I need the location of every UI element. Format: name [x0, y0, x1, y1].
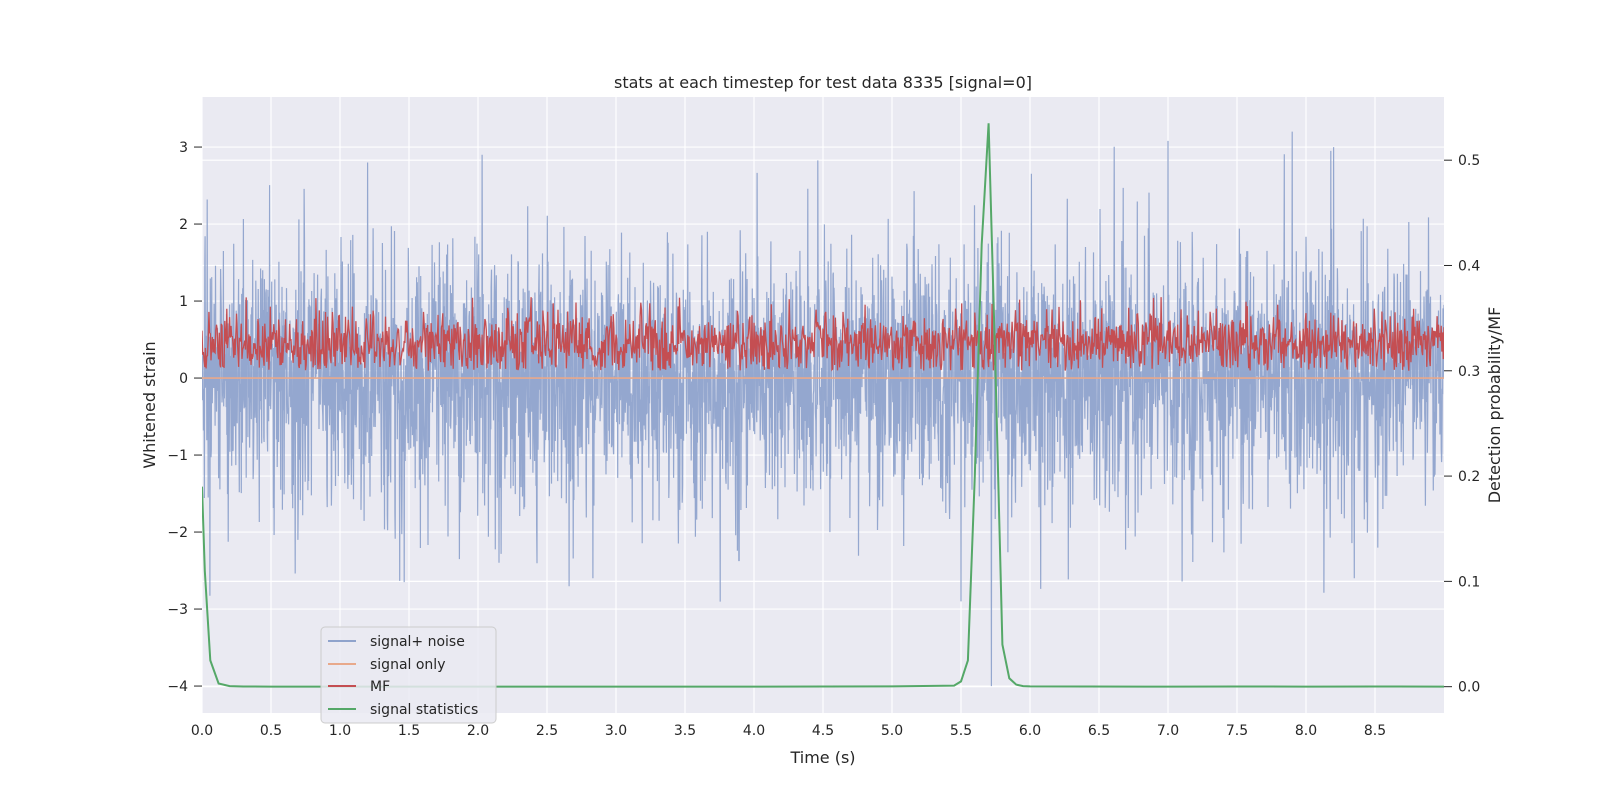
- legend-box: [320, 626, 497, 724]
- x-tick-label: 7.0: [1157, 723, 1179, 739]
- x-tick-label: 6.0: [1019, 723, 1041, 739]
- x-tick-label: 5.0: [881, 723, 903, 739]
- x-tick-label: 4.0: [743, 723, 765, 739]
- legend-label-signal-only: signal only: [370, 657, 445, 673]
- y2-axis-label: Detection probability/MF: [1485, 307, 1504, 504]
- y2-tick-label: 0.4: [1458, 258, 1480, 274]
- legend-item-signal-statistics: signal statistics: [328, 702, 478, 718]
- y-tick-label: −3: [167, 602, 188, 618]
- x-tick-label: 5.5: [950, 723, 972, 739]
- x-tick-label: 3.0: [605, 723, 627, 739]
- y-tick-label: 3: [179, 140, 188, 156]
- x-tick-label: 7.5: [1226, 723, 1248, 739]
- y-tick-label: −4: [167, 679, 188, 695]
- x-tick-label: 2.5: [536, 723, 558, 739]
- legend-label-signal-noise: signal+ noise: [370, 634, 465, 650]
- y-axis-label: Whitened strain: [140, 341, 159, 468]
- x-tick-label: 0.5: [260, 723, 282, 739]
- x-tick-label: 6.5: [1088, 723, 1110, 739]
- chart-title: stats at each timestep for test data 833…: [614, 73, 1032, 92]
- legend-item-mf: MF: [328, 679, 390, 695]
- x-tick-label: 1.0: [329, 723, 351, 739]
- x-tick-label: 3.5: [674, 723, 696, 739]
- legend-label-signal-statistics: signal statistics: [370, 702, 478, 718]
- y-tick-label: 2: [179, 217, 188, 233]
- x-tick-label: 8.0: [1295, 723, 1317, 739]
- y2-tick-label: 0.5: [1458, 153, 1480, 169]
- series-signal-noise-line: [202, 131, 1444, 687]
- x-axis-label: Time (s): [789, 748, 855, 767]
- legend-label-mf: MF: [370, 679, 390, 695]
- y2-tick-label: 0.1: [1458, 574, 1480, 590]
- legend: signal+ noise signal only MF signal stat…: [320, 626, 497, 724]
- y2-axis-ticks: 0.0 0.1 0.2 0.3 0.4 0.5: [1444, 153, 1480, 696]
- y2-tick-label: 0.3: [1458, 364, 1480, 380]
- x-axis-ticks: 0.0 0.5 1.0 1.5 2.0 2.5 3.0 3.5 4.0 4.5 5.0 5.5 6.0 6…: [191, 723, 1386, 739]
- y-tick-label: −1: [167, 448, 188, 464]
- x-tick-label: 1.5: [398, 723, 420, 739]
- legend-item-signal-only: signal only: [328, 657, 445, 673]
- x-tick-label: 2.0: [467, 723, 489, 739]
- series-mf-line: [202, 297, 1444, 372]
- y-tick-label: −2: [167, 525, 188, 541]
- y-axis-ticks: −4 −3 −2 −1 0 1 2 3: [167, 140, 202, 695]
- x-tick-label: 8.5: [1364, 723, 1386, 739]
- x-tick-label: 0.0: [191, 723, 213, 739]
- y2-tick-label: 0.2: [1458, 469, 1480, 485]
- series-signal-statistics-line: [202, 123, 1444, 688]
- series-layer: [202, 123, 1444, 688]
- y-tick-label: 0: [179, 371, 188, 387]
- y2-tick-label: 0.0: [1458, 680, 1480, 696]
- y-tick-label: 1: [179, 294, 188, 310]
- legend-item-signal-noise: signal+ noise: [328, 634, 465, 650]
- x-tick-label: 4.5: [812, 723, 834, 739]
